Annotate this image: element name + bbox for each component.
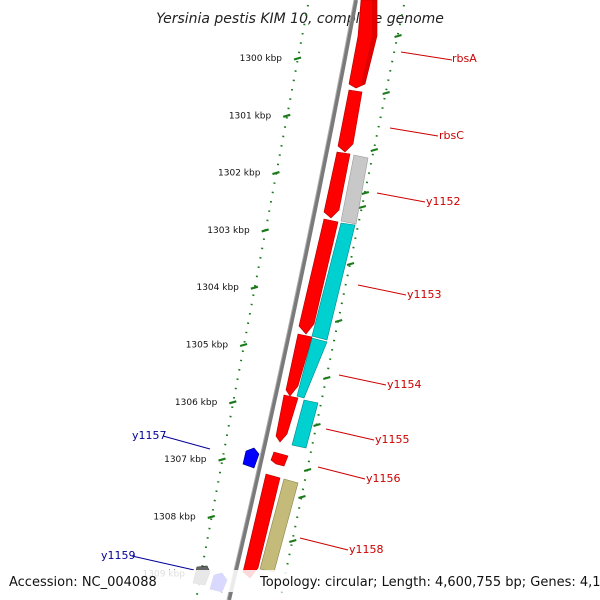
scale-tick-label: 1306 kbp xyxy=(175,398,218,408)
outer-track-ticks xyxy=(289,34,402,543)
scale-tick-label: 1307 kbp xyxy=(164,455,207,465)
outer-tick-mark xyxy=(394,34,402,38)
scale-tick-mark xyxy=(239,342,248,348)
genome-backbone-highlight xyxy=(226,0,355,600)
outer-tick-mark xyxy=(303,468,312,472)
scale-tick-mark xyxy=(250,285,259,290)
gene-y1157[interactable] xyxy=(242,447,260,469)
label-y1157[interactable]: y1157 xyxy=(132,429,167,442)
label-rbsC[interactable]: rbsC xyxy=(439,129,464,142)
label-y1158[interactable]: y1158 xyxy=(349,543,384,556)
gene-leaders-blue xyxy=(131,435,211,571)
scale-tick-label: 1300 kbp xyxy=(240,54,283,64)
label-y1159[interactable]: y1159 xyxy=(101,549,136,562)
gene-rbsC[interactable] xyxy=(337,89,363,153)
gene-y1155[interactable] xyxy=(291,399,319,449)
scale-ticks: 1300 kbp 1301 kbp 1302 kbp 1303 kbp 1304 kbp… xyxy=(143,54,302,580)
outer-tick-mark xyxy=(358,205,367,209)
scale-tick-label: 1304 kbp xyxy=(196,283,239,293)
scale-tick-mark xyxy=(261,228,269,233)
outer-tick-mark xyxy=(322,376,331,380)
gene-y1154-red[interactable] xyxy=(285,333,313,397)
scale-tick-mark xyxy=(293,56,302,61)
gene-y1153-red[interactable] xyxy=(298,218,339,335)
inner-dotted-track xyxy=(195,4,309,600)
scale-tick-label: 1303 kbp xyxy=(207,226,250,236)
gene-y1152-red[interactable] xyxy=(323,151,351,219)
outer-tick-mark xyxy=(346,262,355,266)
scale-tick-label: 1301 kbp xyxy=(229,111,272,121)
gene-features xyxy=(192,0,378,593)
gene-y1156[interactable] xyxy=(270,451,289,467)
label-y1154[interactable]: y1154 xyxy=(387,378,422,391)
gene-leaders xyxy=(299,51,453,551)
outer-tick-mark xyxy=(370,148,379,152)
outer-tick-mark xyxy=(382,91,390,95)
gene-y1152[interactable] xyxy=(340,154,369,225)
gene-y1153[interactable] xyxy=(311,222,356,341)
outer-tick-mark xyxy=(313,423,321,427)
scale-tick-label: 1305 kbp xyxy=(186,341,229,351)
scale-tick-mark xyxy=(272,171,280,176)
outer-tick-mark xyxy=(361,191,370,195)
outer-tick-mark xyxy=(289,539,297,543)
gene-rbsA-shade xyxy=(361,0,377,84)
genome-backbone xyxy=(227,0,358,600)
label-y1152[interactable]: y1152 xyxy=(426,195,461,208)
footer-bg xyxy=(0,570,600,592)
genome-summary-text: Topology: circular; Length: 4,600,755 bp… xyxy=(259,575,600,590)
label-y1153[interactable]: y1153 xyxy=(407,288,442,301)
gene-y1154[interactable] xyxy=(296,337,328,399)
accession-text: Accession: NC_004088 xyxy=(9,575,157,590)
outer-tick-mark xyxy=(334,319,343,323)
label-y1155[interactable]: y1155 xyxy=(375,433,410,446)
outer-tick-mark xyxy=(298,495,306,499)
scale-tick-mark xyxy=(282,113,291,118)
label-rbsA[interactable]: rbsA xyxy=(452,52,477,65)
label-y1156[interactable]: y1156 xyxy=(366,472,401,485)
scale-tick-mark xyxy=(229,400,237,405)
scale-tick-label: 1302 kbp xyxy=(218,169,261,179)
gene-y1155-red[interactable] xyxy=(275,394,299,443)
scale-tick-mark xyxy=(207,514,216,519)
scale-tick-label: 1308 kbp xyxy=(153,512,196,522)
scale-tick-mark xyxy=(218,457,226,462)
